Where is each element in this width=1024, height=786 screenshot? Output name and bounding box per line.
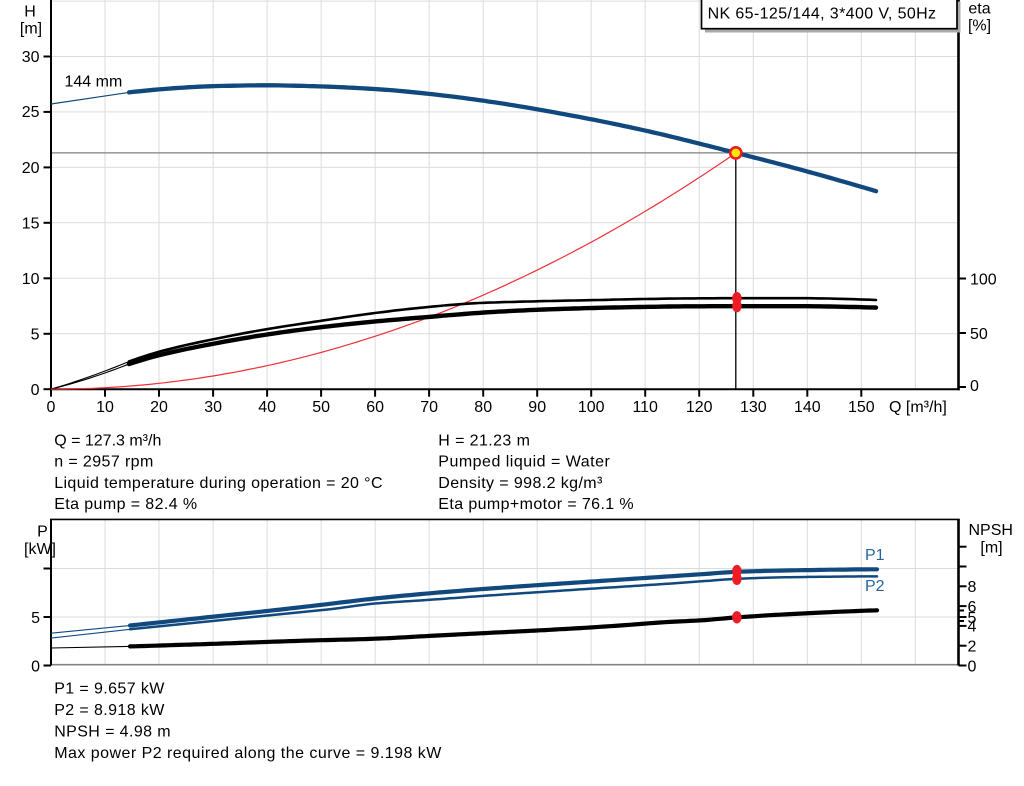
svg-text:100: 100 xyxy=(578,399,605,416)
svg-text:15: 15 xyxy=(22,215,40,232)
svg-text:P2 = 8.918 kW: P2 = 8.918 kW xyxy=(54,702,165,719)
svg-text:5: 5 xyxy=(968,610,977,627)
svg-text:0: 0 xyxy=(31,658,40,675)
svg-text:40: 40 xyxy=(258,399,276,416)
svg-text:90: 90 xyxy=(528,399,546,416)
svg-text:NK 65-125/144, 3*400 V, 50Hz: NK 65-125/144, 3*400 V, 50Hz xyxy=(708,5,937,22)
svg-text:20: 20 xyxy=(150,399,168,416)
svg-text:[%]: [%] xyxy=(968,18,991,35)
svg-text:Liquid temperature during oper: Liquid temperature during operation = 20… xyxy=(54,475,383,492)
svg-text:20: 20 xyxy=(22,160,40,177)
svg-text:60: 60 xyxy=(366,399,384,416)
svg-text:[m]: [m] xyxy=(980,540,1002,557)
svg-text:30: 30 xyxy=(204,399,222,416)
svg-text:[kW]: [kW] xyxy=(24,541,56,558)
svg-text:Q [m³/h]: Q [m³/h] xyxy=(889,399,947,416)
svg-text:P: P xyxy=(37,524,48,541)
svg-text:70: 70 xyxy=(420,399,438,416)
svg-text:150: 150 xyxy=(848,399,875,416)
svg-text:NPSH: NPSH xyxy=(968,522,1012,539)
svg-text:0: 0 xyxy=(47,399,56,416)
svg-text:Density = 998.2 kg/m³: Density = 998.2 kg/m³ xyxy=(438,475,603,492)
svg-text:120: 120 xyxy=(686,399,713,416)
svg-text:5: 5 xyxy=(31,327,40,344)
svg-text:4: 4 xyxy=(968,619,977,636)
svg-text:P2: P2 xyxy=(865,578,885,595)
svg-text:8: 8 xyxy=(968,579,977,596)
svg-text:0: 0 xyxy=(968,658,977,675)
svg-text:0: 0 xyxy=(970,378,979,395)
svg-text:n = 2957 rpm: n = 2957 rpm xyxy=(54,454,154,471)
svg-text:0: 0 xyxy=(31,382,40,399)
svg-text:6: 6 xyxy=(968,599,977,616)
svg-text:144 mm: 144 mm xyxy=(65,74,123,91)
svg-text:H: H xyxy=(24,4,36,21)
svg-text:5: 5 xyxy=(31,610,40,627)
svg-text:P1 = 9.657 kW: P1 = 9.657 kW xyxy=(54,681,165,698)
svg-text:NPSH = 4.98 m: NPSH = 4.98 m xyxy=(54,724,171,741)
svg-text:140: 140 xyxy=(794,399,821,416)
svg-text:130: 130 xyxy=(740,399,767,416)
svg-text:[m]: [m] xyxy=(20,21,42,38)
svg-text:10: 10 xyxy=(22,271,40,288)
svg-text:80: 80 xyxy=(474,399,492,416)
svg-text:eta: eta xyxy=(968,1,990,18)
svg-text:30: 30 xyxy=(22,49,40,66)
svg-text:110: 110 xyxy=(632,399,658,416)
svg-text:100: 100 xyxy=(970,271,997,288)
svg-text:25: 25 xyxy=(22,104,40,121)
svg-text:H = 21.23 m: H = 21.23 m xyxy=(438,432,530,449)
svg-text:Q = 127.3 m³/h: Q = 127.3 m³/h xyxy=(54,432,161,449)
svg-text:Pumped liquid = Water: Pumped liquid = Water xyxy=(438,454,610,471)
svg-text:Max power P2 required along th: Max power P2 required along the curve = … xyxy=(54,745,442,762)
svg-text:50: 50 xyxy=(970,326,988,343)
svg-text:50: 50 xyxy=(312,399,330,416)
svg-text:Eta pump+motor = 76.1 %: Eta pump+motor = 76.1 % xyxy=(438,496,634,513)
svg-text:10: 10 xyxy=(96,399,114,416)
svg-text:P1: P1 xyxy=(865,547,885,564)
svg-text:2: 2 xyxy=(968,639,977,656)
svg-text:Eta pump = 82.4 %: Eta pump = 82.4 % xyxy=(54,496,197,513)
